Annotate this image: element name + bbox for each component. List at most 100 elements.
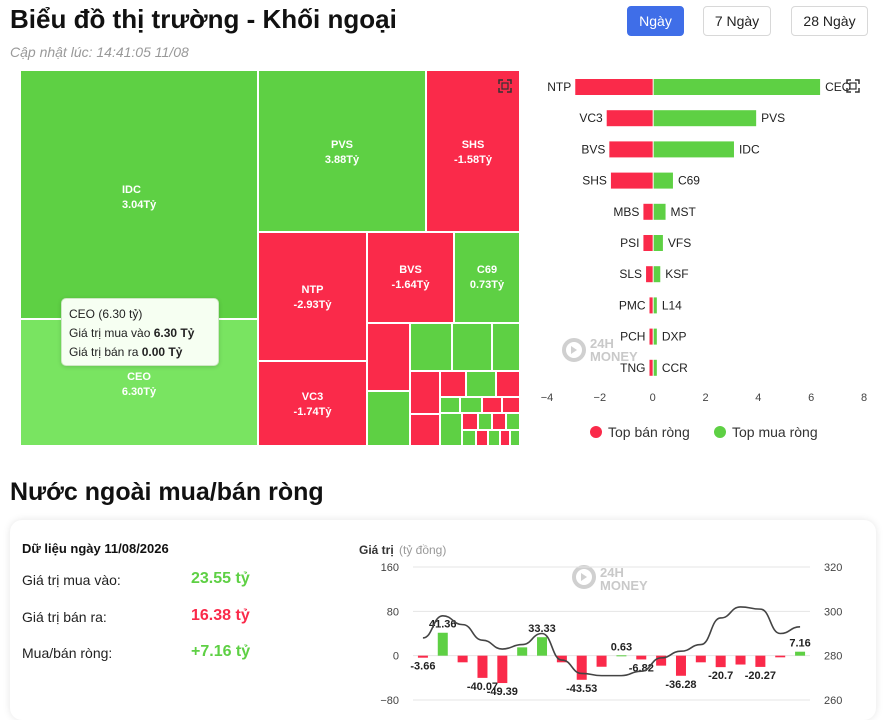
buy-code-label: DXP <box>662 330 687 344</box>
y-tick-right: 320 <box>824 562 842 574</box>
x-tick-label: −2 <box>594 392 607 404</box>
net-flow-bar <box>755 655 766 667</box>
tile-code: SHS <box>461 139 485 151</box>
treemap-small-tile[interactable] <box>452 323 492 371</box>
treemap-small-tile[interactable] <box>440 397 460 413</box>
tooltip-sell-row: Giá trị bán ra 0.00 Tỷ <box>69 343 211 362</box>
y-tick-left: 0 <box>393 651 399 663</box>
treemap-small-tile[interactable] <box>410 371 440 414</box>
range-day-button[interactable]: Ngày <box>627 6 684 36</box>
legend-buy[interactable]: Top mua ròng <box>714 424 818 440</box>
treemap-small-tile[interactable] <box>506 413 520 430</box>
buy-bar <box>653 172 673 189</box>
net-flow-bar <box>497 655 508 684</box>
fullscreen-icon[interactable] <box>498 79 512 93</box>
treemap-small-tile[interactable] <box>460 397 482 413</box>
y-tick-left: 160 <box>381 562 399 574</box>
bar-value-label: -20.7 <box>708 670 733 682</box>
sell-code-label: SLS <box>619 267 642 281</box>
sell-bar <box>643 235 653 251</box>
index-line <box>422 606 801 677</box>
legend-sell-dot <box>590 426 602 438</box>
treemap-tile-idc[interactable]: IDC 3.04Tỷ <box>20 70 258 319</box>
bar-value-label: 0.63 <box>611 641 632 653</box>
net-flow-bar <box>715 655 726 668</box>
buy-code-label: KSF <box>665 267 688 281</box>
treemap-small-tile[interactable] <box>488 430 500 446</box>
tile-code: C69 <box>476 264 498 276</box>
treemap-small-tile[interactable] <box>462 430 476 446</box>
treemap-small-tile[interactable] <box>476 430 488 446</box>
buy-code-label: CEO <box>825 80 851 94</box>
sell-code-label: NTP <box>547 80 571 94</box>
treemap-small-tile[interactable] <box>440 371 466 397</box>
bar-value-label: 33.33 <box>528 623 556 635</box>
treemap-tile-vc3[interactable]: VC3 -1.74Tỷ <box>258 361 367 446</box>
treemap-small-tile[interactable] <box>410 414 440 446</box>
treemap-small-tile[interactable] <box>500 430 510 446</box>
net-flow-bar <box>596 655 607 667</box>
watermark-top: 24H <box>590 336 614 351</box>
net-flow-bar <box>556 655 567 663</box>
sell-code-label: SHS <box>582 174 607 188</box>
sell-code-label: BVS <box>581 142 605 156</box>
page-title: Biểu đồ thị trường - Khối ngoại <box>10 4 397 34</box>
sell-bar <box>610 172 653 189</box>
buy-code-label: VFS <box>668 236 691 250</box>
tile-value: -1.74Tỷ <box>293 406 332 418</box>
treemap-small-tile[interactable] <box>502 397 520 413</box>
treemap-small-tile[interactable] <box>367 323 410 391</box>
treemap-small-tile[interactable] <box>492 323 520 371</box>
treemap-small-tile[interactable] <box>462 413 478 430</box>
net-flow-bar <box>775 655 786 658</box>
treemap-small-tile[interactable] <box>478 413 492 430</box>
treemap-small-tile[interactable] <box>510 430 520 446</box>
tile-value: 3.04Tỷ <box>122 199 157 211</box>
bar-value-label: 7.16 <box>789 638 810 650</box>
buy-bar <box>653 79 821 95</box>
buy-bar <box>653 328 657 345</box>
treemap-small-tile[interactable] <box>496 371 520 397</box>
summary-buy-label: Giá trị mua vào: <box>22 572 121 588</box>
treemap-small-tile[interactable] <box>367 391 410 446</box>
treemap-small-tile[interactable] <box>410 323 452 371</box>
sell-code-label: PCH <box>620 330 645 344</box>
treemap-tooltip: CEO (6.30 tỷ) Giá trị mua vào 6.30 Tỷ Gi… <box>61 298 219 366</box>
buy-bar <box>653 110 757 127</box>
x-tick-label: 4 <box>755 392 761 404</box>
tile-code: VC3 <box>301 391 324 403</box>
net-flow-bar <box>537 637 548 656</box>
treemap-tile-bvs[interactable]: BVS -1.64Tỷ <box>367 232 454 323</box>
sell-bar <box>649 359 653 376</box>
treemap-tile-shs[interactable]: SHS -1.58Tỷ <box>426 70 520 232</box>
tile-code: BVS <box>399 264 422 276</box>
legend-sell[interactable]: Top bán ròng <box>590 424 690 440</box>
net-flow-bar <box>457 655 468 663</box>
legend-buy-dot <box>714 426 726 438</box>
buy-code-label: L14 <box>662 298 682 312</box>
fullscreen-icon[interactable] <box>846 79 860 93</box>
treemap-small-tile[interactable] <box>492 413 506 430</box>
sell-code-label: MBS <box>613 205 639 219</box>
legend-buy-label: Top mua ròng <box>732 424 818 440</box>
tile-code: CEO <box>127 371 151 383</box>
net-flow-bar <box>675 655 686 676</box>
sell-bar <box>606 110 653 127</box>
summary-sell-value: 16.38 tỷ <box>191 607 250 624</box>
net-flow-bar <box>656 655 667 666</box>
treemap-small-tile[interactable] <box>482 397 502 413</box>
treemap-tile-c69[interactable]: C69 0.73Tỷ <box>454 232 520 323</box>
treemap-small-tile[interactable] <box>466 371 496 397</box>
range-7-days-button[interactable]: 7 Ngày <box>703 6 771 36</box>
watermark-bottom: MONEY <box>590 349 638 364</box>
y-tick-right: 280 <box>824 651 842 663</box>
range-28-days-button[interactable]: 28 Ngày <box>791 6 868 36</box>
sell-code-label: TNG <box>620 361 645 375</box>
treemap-tile-ntp[interactable]: NTP -2.93Tỷ <box>258 232 367 361</box>
treemap-tile-pvs[interactable]: PVS 3.88Tỷ <box>258 70 426 232</box>
top-net-chart: NTP CEO VC3 PVS BVS IDC SHS C69 MBS MST PSI VFS SLS K… <box>541 79 867 404</box>
watermark-logo: 24H MONEY <box>562 337 638 363</box>
treemap-small-tile[interactable] <box>440 413 462 446</box>
tile-code: IDC <box>122 184 141 196</box>
watermark-top: 24H <box>600 565 624 580</box>
